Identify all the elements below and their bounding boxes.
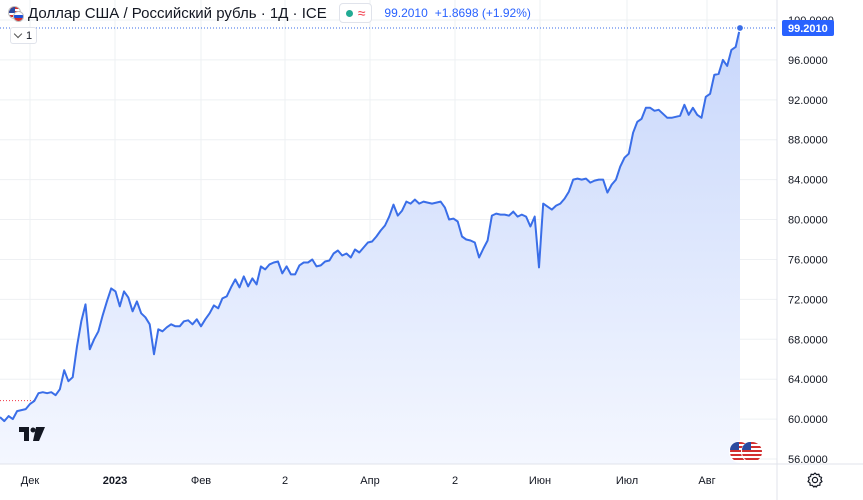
series-line[interactable] <box>0 27 741 423</box>
x-tick-label: Июн <box>529 475 551 487</box>
y-tick-label: 72.0000 <box>788 294 828 306</box>
y-tick-label: 84.0000 <box>788 175 828 187</box>
market-status-dot-icon <box>345 9 353 17</box>
x-tick-label: Июл <box>616 475 638 487</box>
y-tick-label: 96.0000 <box>788 55 828 67</box>
interval-value: 1 <box>26 29 33 42</box>
last-price-tag <box>782 19 834 36</box>
last-point-marker <box>735 23 745 33</box>
time-axis[interactable]: Дек 2023 Фев 2 Апр 2 Июн Июл Авг <box>0 463 863 487</box>
last-price-tag-label: 99.2010 <box>788 23 828 35</box>
x-tick-label: Фев <box>191 475 211 487</box>
chart-legend-header: Доллар США / Российский рубль · 1Д · ICE… <box>8 3 531 23</box>
settings-gear-icon[interactable] <box>807 472 823 488</box>
x-tick-label: Авг <box>698 475 715 487</box>
price-axis[interactable]: 56.0000 60.0000 64.0000 68.0000 72.0000 76.00… <box>776 0 834 500</box>
approx-icon: ≈ <box>357 5 366 21</box>
y-tick-label: 92.0000 <box>788 95 828 107</box>
x-tick-label: Дек <box>21 475 40 487</box>
x-tick-label: 2 <box>452 475 458 487</box>
last-price: 99.2010 <box>384 6 428 20</box>
plot-area <box>0 23 777 464</box>
usd-coin-icon[interactable] <box>729 441 765 463</box>
y-tick-label: 76.0000 <box>788 254 828 266</box>
y-tick-label: 64.0000 <box>788 374 828 386</box>
y-tick-label: 60.0000 <box>788 414 828 426</box>
x-tick-label: Апр <box>360 475 379 487</box>
usd-rub-flag-icon <box>8 5 24 22</box>
y-tick-label: 56.0000 <box>788 454 828 466</box>
interval-selector[interactable]: 1 <box>10 27 38 44</box>
x-tick-label: 2 <box>282 475 288 487</box>
tradingview-logo-icon[interactable] <box>19 427 45 441</box>
y-tick-label: 80.0000 <box>788 215 828 227</box>
series-area <box>0 28 740 464</box>
price-change: +1.8698 (+1.92%) <box>434 6 531 20</box>
symbol-title[interactable]: Доллар США / Российский рубль · 1Д · ICE <box>28 4 327 22</box>
chevron-down-icon <box>13 29 23 39</box>
y-tick-label: 68.0000 <box>788 334 828 346</box>
x-tick-label: 2023 <box>103 475 127 487</box>
market-status-pill[interactable]: ≈ <box>338 3 373 23</box>
y-tick-label: 88.0000 <box>788 135 828 147</box>
